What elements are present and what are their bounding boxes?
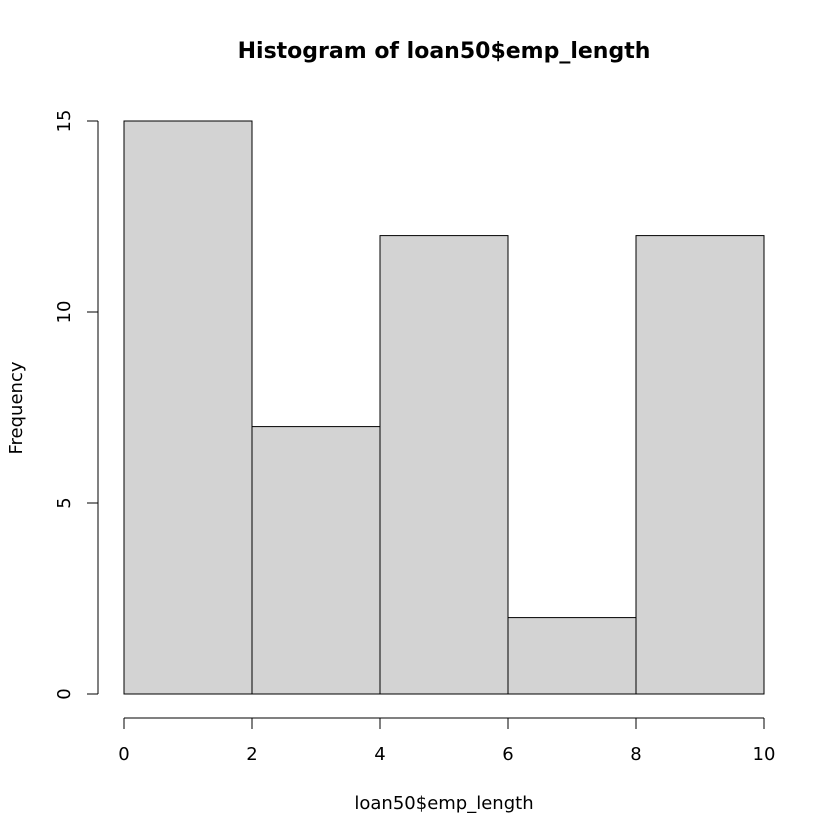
x-tick-label: 8	[630, 744, 641, 765]
y-tick-label: 15	[54, 110, 75, 133]
x-tick-label: 0	[118, 744, 129, 765]
histogram-bar-4	[635, 235, 765, 695]
x-tick-label: 2	[246, 744, 257, 765]
x-axis-label: loan50$emp_length	[354, 793, 533, 814]
histogram-bar-1	[251, 426, 381, 695]
y-tick-label: 10	[54, 301, 75, 324]
y-tick-label: 5	[54, 497, 75, 508]
x-axis: 0 2 4 6 8 10	[118, 717, 776, 765]
histogram-bar-2	[379, 235, 509, 695]
chart-title: Histogram of loan50$emp_length	[238, 39, 651, 64]
histogram-bar-0	[123, 120, 253, 695]
bars-group	[123, 120, 765, 695]
x-tick-label: 10	[753, 744, 776, 765]
y-axis: 0 5 10 15	[54, 110, 99, 700]
x-tick-label: 4	[374, 744, 385, 765]
x-tick-label: 6	[502, 744, 513, 765]
y-axis-label: Frequency	[6, 361, 27, 454]
y-tick-label: 0	[54, 688, 75, 699]
histogram-bar-3	[507, 617, 637, 695]
